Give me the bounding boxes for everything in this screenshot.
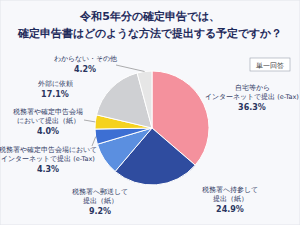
pie [95, 71, 209, 185]
category-label: わからない・その他 [54, 55, 117, 63]
data-label: わからない・その他 4.2% [54, 55, 117, 74]
data-label: 外部に依頼 17.1% [38, 80, 73, 99]
value-label: 4.2% [74, 65, 96, 74]
category-label: 自宅等から [235, 84, 270, 92]
data-label: 税務署や確定申告会場においてインターネットで提出 (e-Tax) 4.3% [0, 146, 97, 174]
category-label: 税務署へ郵送して [72, 188, 128, 196]
title-line: 令和5年分の確定申告では、 [79, 10, 220, 23]
annotation-box [250, 58, 290, 71]
category-label: 税務署へ持参して [202, 186, 258, 194]
title-line: 確定申告書はどのような方法で提出する予定ですか？ [17, 27, 282, 40]
value-label: 24.9% [216, 205, 244, 214]
data-label: 税務署や確定申告会場において提出（紙） 4.0% [13, 108, 83, 136]
value-label: 36.3% [238, 103, 266, 112]
value-label: 4.3% [37, 165, 59, 174]
value-label: 4.0% [37, 127, 59, 136]
data-label: 税務署へ持参して提出（紙） 24.9% [202, 186, 258, 214]
leader-line [84, 120, 95, 122]
slice [95, 128, 152, 144]
slice [137, 71, 152, 128]
value-label: 17.1% [41, 90, 69, 99]
category-label: 外部に依頼 [38, 80, 73, 88]
leader-line [116, 65, 145, 71]
chart: 令和5年分の確定申告では、確定申告書はどのような方法で提出する予定ですか？ 単一回… [0, 0, 300, 225]
category-label: 提出（紙） [213, 195, 248, 203]
category-label: において提出（紙） [17, 117, 80, 125]
title: 令和5年分の確定申告では、確定申告書はどのような方法で提出する予定ですか？ [17, 10, 282, 40]
background [0, 0, 300, 225]
category-label: 税務署や確定申告会場において [0, 146, 97, 154]
category-label: 提出（紙） [83, 197, 118, 205]
data-label: 自宅等からインターネットで提出 (e-Tax) 36.3% [205, 84, 299, 112]
value-label: 9.2% [89, 207, 111, 216]
category-label: インターネットで提出 (e-Tax) [205, 93, 299, 101]
category-label: インターネットで提出 (e-Tax) [1, 155, 95, 163]
category-label: 税務署や確定申告会場 [13, 108, 83, 116]
leader-line [92, 137, 96, 146]
data-label: 税務署へ郵送して提出（紙） 9.2% [72, 188, 128, 216]
annotation: 単一回答 [256, 62, 284, 70]
